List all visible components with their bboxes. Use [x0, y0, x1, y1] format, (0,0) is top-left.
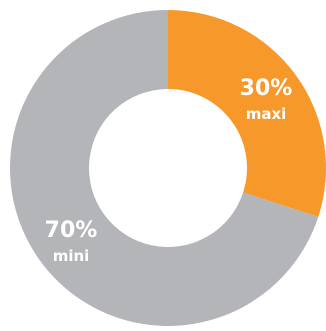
slice-maxi — [168, 10, 326, 217]
slice-maxi-percent-label: 30% — [240, 76, 293, 101]
slice-mini-category-label: mini — [53, 247, 90, 265]
slice-maxi-category-label: maxi — [246, 105, 287, 123]
slices-layer — [10, 10, 326, 326]
slice-mini-percent-label: 70% — [45, 218, 98, 243]
labels-layer: 30% maxi 70% mini — [45, 76, 293, 265]
slice-mini — [10, 10, 319, 326]
